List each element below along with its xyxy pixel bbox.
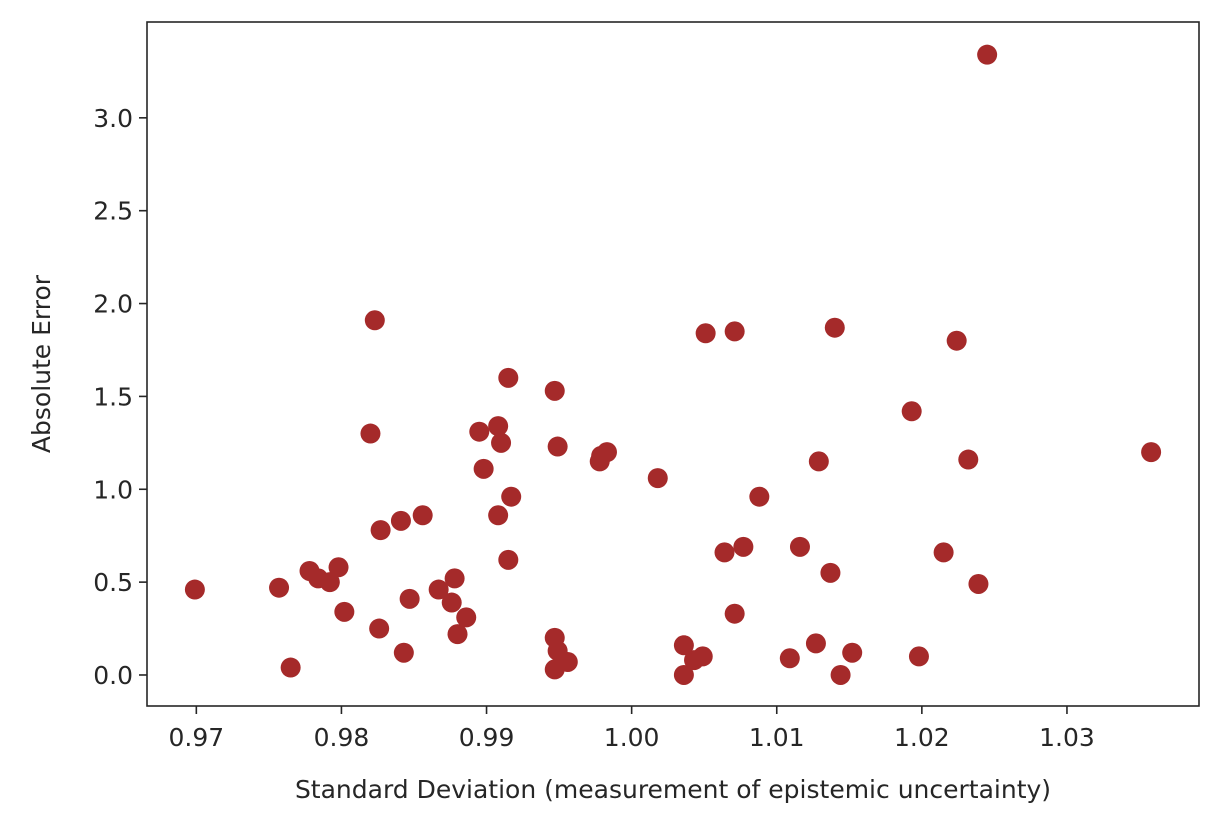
data-point <box>498 549 519 570</box>
data-point <box>269 577 290 598</box>
data-point <box>444 568 465 589</box>
data-point <box>393 642 414 663</box>
data-point <box>789 536 810 557</box>
data-point <box>968 573 989 594</box>
x-axis-label: Standard Deviation (measurement of epist… <box>295 775 1051 804</box>
data-point <box>328 557 349 578</box>
data-point <box>673 664 694 685</box>
data-point <box>933 542 954 563</box>
data-point <box>692 646 713 667</box>
data-points <box>184 44 1162 685</box>
data-point <box>280 657 301 678</box>
data-point <box>491 432 512 453</box>
plot-area <box>146 21 1200 707</box>
data-point <box>596 442 617 463</box>
data-point <box>901 401 922 422</box>
data-point <box>469 421 490 442</box>
x-tick-label: 1.00 <box>604 723 660 752</box>
x-tick-label: 0.97 <box>168 723 224 752</box>
data-point <box>360 423 381 444</box>
data-point <box>733 536 754 557</box>
data-point <box>647 468 668 489</box>
y-tick-label: 3.0 <box>93 104 133 133</box>
x-tick-label: 0.98 <box>314 723 370 752</box>
data-point <box>456 607 477 628</box>
y-tick-label: 1.0 <box>93 475 133 504</box>
y-axis: 0.0 0.5 1.0 1.5 2.0 2.5 3.0 <box>93 104 147 690</box>
data-point <box>908 646 929 667</box>
data-point <box>544 380 565 401</box>
data-point <box>673 635 694 656</box>
data-point <box>724 603 745 624</box>
data-point <box>390 510 411 531</box>
y-axis-label: Absolute Error <box>27 274 56 453</box>
data-point <box>412 505 433 526</box>
data-point <box>695 323 716 344</box>
data-point <box>714 542 735 563</box>
data-point <box>488 416 509 437</box>
data-point <box>779 648 800 669</box>
data-point <box>1141 442 1162 463</box>
data-point <box>977 44 998 65</box>
x-tick-label: 1.01 <box>749 723 805 752</box>
data-point <box>501 486 522 507</box>
data-point <box>824 317 845 338</box>
data-point <box>805 633 826 654</box>
x-tick-label: 1.02 <box>894 723 950 752</box>
data-point <box>184 579 205 600</box>
data-point <box>319 572 340 593</box>
y-tick-label: 0.5 <box>93 568 133 597</box>
data-point <box>364 310 385 331</box>
data-point <box>447 624 468 645</box>
data-point <box>428 579 449 600</box>
data-point <box>441 592 462 613</box>
data-point <box>369 618 390 639</box>
data-point <box>334 601 355 622</box>
data-point <box>488 505 509 526</box>
data-point <box>724 321 745 342</box>
data-point <box>958 449 979 470</box>
data-point <box>820 562 841 583</box>
data-point <box>473 458 494 479</box>
data-point <box>370 520 391 541</box>
data-point <box>557 651 578 672</box>
data-point <box>830 664 851 685</box>
y-tick-label: 2.0 <box>93 290 133 319</box>
y-tick-label: 0.0 <box>93 661 133 690</box>
x-tick-label: 1.03 <box>1039 723 1095 752</box>
y-tick-label: 1.5 <box>93 382 133 411</box>
data-point <box>808 451 829 472</box>
data-point <box>842 642 863 663</box>
data-point <box>498 367 519 388</box>
data-point <box>547 436 568 457</box>
y-tick-label: 2.5 <box>93 197 133 226</box>
x-axis: 0.97 0.98 0.99 1.00 1.01 1.02 1.03 <box>168 706 1095 752</box>
data-point <box>749 486 770 507</box>
data-point <box>946 330 967 351</box>
x-tick-label: 0.99 <box>459 723 515 752</box>
data-point <box>399 588 420 609</box>
